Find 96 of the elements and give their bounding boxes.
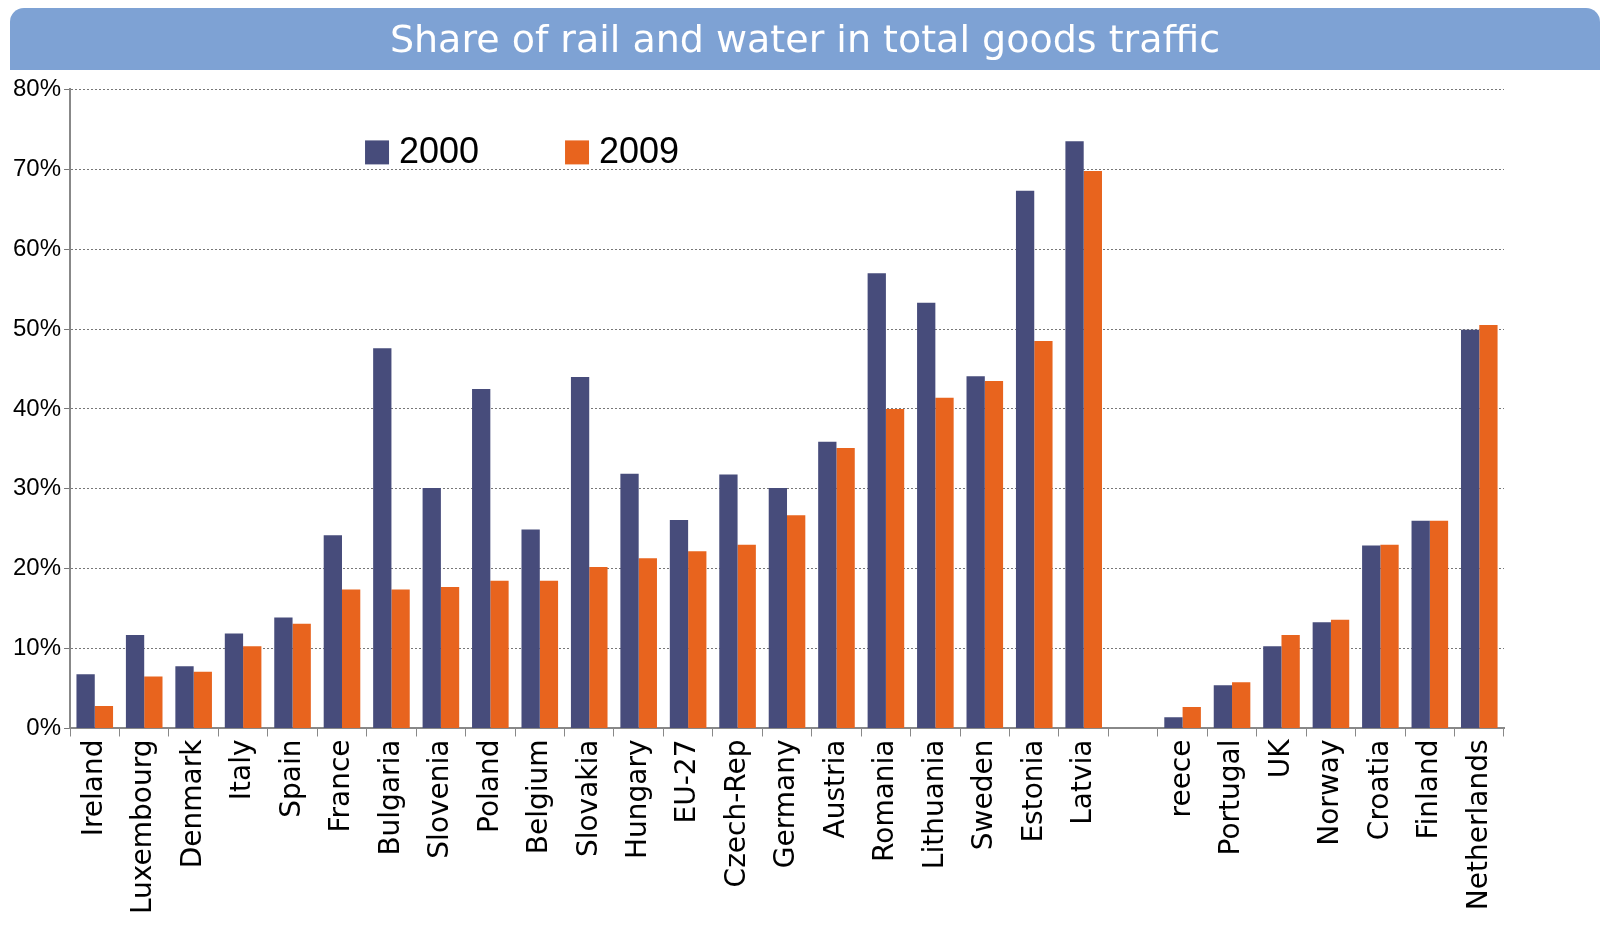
bar (539, 580, 559, 728)
x-tick-label: Portugal (1213, 739, 1247, 856)
bar (688, 551, 707, 728)
bar (1182, 706, 1201, 728)
bar (521, 529, 540, 728)
bar (1362, 545, 1381, 728)
bar (472, 388, 491, 728)
bar (94, 706, 114, 728)
x-tick-label: Hungary (619, 739, 653, 860)
bar (440, 587, 460, 728)
bar (737, 544, 756, 728)
x-tick-label: Ireland (76, 739, 110, 837)
x-tick-label: EU-27 (669, 739, 703, 824)
x-tick-label: Luxembourg (125, 739, 159, 915)
y-tick-label: 70% (12, 153, 62, 181)
legend-label: 2000 (399, 130, 480, 172)
bar (1065, 141, 1084, 728)
y-tick-label: 80% (12, 74, 62, 102)
bar (243, 646, 262, 728)
x-tick-label: Italy (224, 739, 258, 801)
bar (1213, 685, 1233, 728)
x-tick-label: Romania (867, 739, 901, 862)
x-tick-label: Lithuania (916, 739, 950, 870)
x-tick-label: UK (1262, 738, 1296, 779)
bar (1429, 520, 1449, 728)
bar (638, 558, 657, 728)
x-tick-label: Denmark (174, 738, 208, 869)
bar (836, 448, 855, 728)
bar (391, 589, 410, 728)
bar (1034, 341, 1053, 728)
bar (1015, 190, 1035, 728)
bar (1083, 170, 1102, 728)
x-tick-label: Estonia (1015, 739, 1049, 843)
x-tick-label: Poland (471, 739, 505, 833)
bar (818, 441, 837, 728)
bar (341, 589, 361, 728)
bar (292, 623, 311, 728)
bar (719, 474, 738, 728)
bar (1281, 635, 1300, 728)
x-tick-label: Slovakia (570, 739, 604, 858)
x-tick-label: Germany (768, 739, 802, 869)
y-tick-label: 50% (12, 313, 62, 341)
x-tick-label: Croatia (1361, 739, 1395, 841)
bar (669, 519, 689, 728)
bar (193, 671, 212, 728)
bar (1164, 717, 1183, 728)
bar (224, 633, 244, 728)
bar (935, 397, 954, 728)
bar (867, 273, 886, 728)
x-tick-label: Sweden (966, 739, 1000, 851)
x-tick-label: reece (1163, 739, 1197, 818)
bar (787, 515, 806, 728)
bar (490, 580, 509, 728)
y-tick-label: 30% (12, 473, 62, 501)
bar (1330, 619, 1350, 728)
y-tick-label: 0% (26, 713, 62, 741)
y-tick-label: 60% (12, 233, 62, 261)
bar (570, 376, 590, 728)
bar (1411, 520, 1430, 728)
y-tick-label: 20% (12, 553, 62, 581)
bar (1380, 544, 1399, 728)
x-tick-label: Austria (817, 739, 851, 839)
x-tick-label: Belgium (521, 739, 555, 855)
bar (768, 488, 788, 728)
bar (885, 408, 905, 728)
bar (144, 676, 163, 728)
x-tick-label: Spain (273, 739, 307, 818)
x-tick-label: Latvia (1064, 739, 1098, 825)
bar (917, 302, 936, 728)
y-tick-label: 10% (12, 633, 62, 661)
bar (422, 488, 441, 728)
bar (966, 376, 985, 728)
bar (323, 535, 342, 728)
x-tick-label: Netherlands (1460, 739, 1494, 911)
bar (984, 380, 1004, 728)
bar (76, 674, 95, 728)
x-tick-label: Norway (1312, 739, 1346, 846)
bar (373, 348, 392, 728)
bar (1263, 646, 1282, 728)
y-tick-label: 40% (12, 393, 62, 421)
bar (1232, 682, 1251, 728)
legend-label: 2009 (599, 130, 680, 172)
chart-title: Share of rail and water in total goods traffic (10, 8, 1600, 70)
x-tick-label: France (323, 739, 357, 833)
x-tick-label: Bulgaria (372, 739, 406, 856)
bar (175, 666, 194, 728)
x-tick-label: Czech-Rep (718, 739, 752, 888)
bar (274, 617, 293, 728)
x-tick-label: Slovenia (422, 739, 456, 859)
x-tick-label: Finland (1411, 739, 1445, 840)
bar (1312, 622, 1331, 728)
bar (1479, 325, 1498, 728)
bar (125, 635, 145, 728)
bar (620, 473, 639, 728)
bar (589, 567, 608, 728)
bar (1460, 329, 1480, 728)
